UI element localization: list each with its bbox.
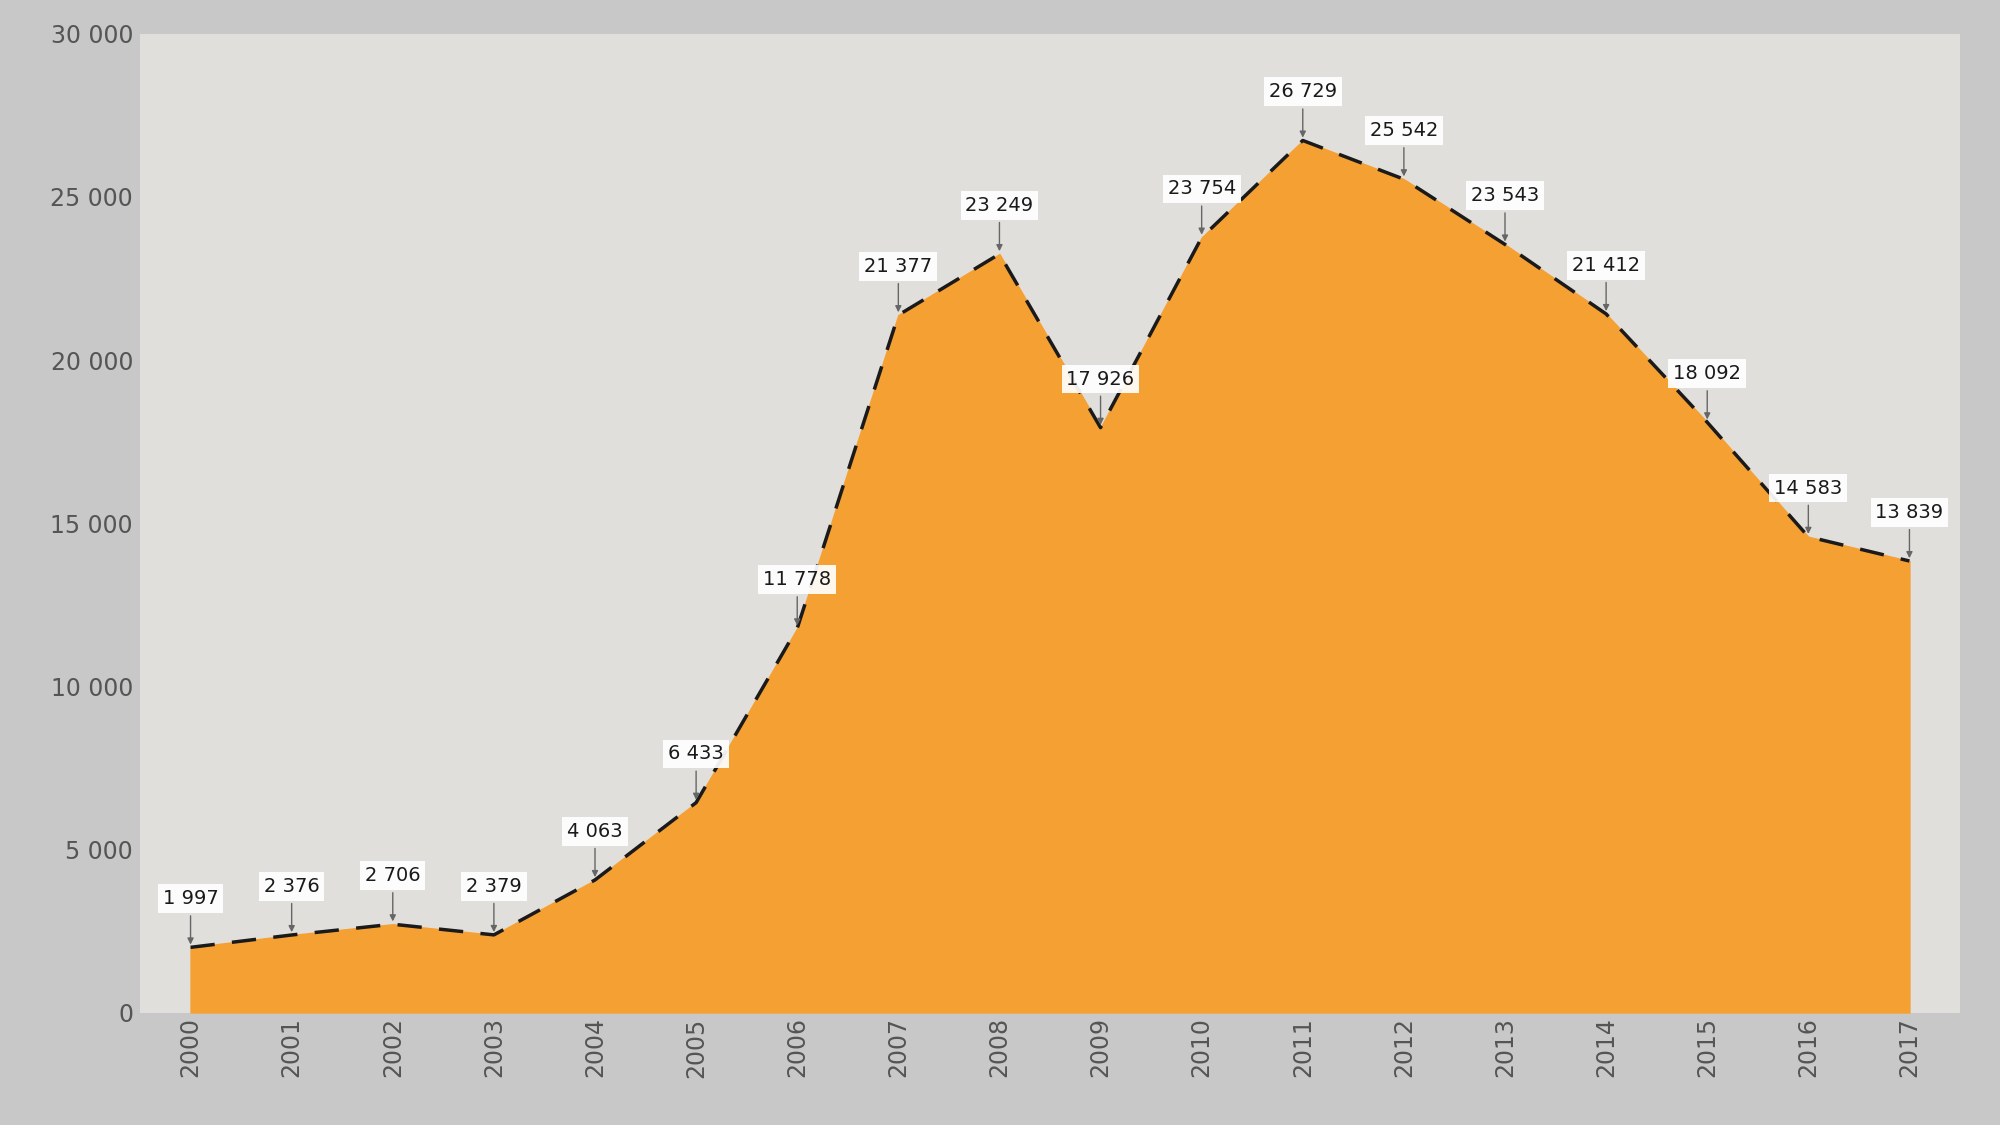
Text: 17 926: 17 926 xyxy=(1066,369,1134,423)
Text: 21 412: 21 412 xyxy=(1572,255,1640,309)
Text: 14 583: 14 583 xyxy=(1774,478,1842,532)
Text: 23 543: 23 543 xyxy=(1470,187,1540,240)
Text: 2 379: 2 379 xyxy=(466,876,522,930)
Text: 23 249: 23 249 xyxy=(966,196,1034,250)
Text: 11 778: 11 778 xyxy=(764,570,832,624)
Text: 6 433: 6 433 xyxy=(668,745,724,799)
Text: 13 839: 13 839 xyxy=(1876,503,1944,557)
Text: 2 706: 2 706 xyxy=(364,866,420,920)
Text: 2 376: 2 376 xyxy=(264,876,320,930)
Text: 18 092: 18 092 xyxy=(1674,364,1742,417)
Text: 26 729: 26 729 xyxy=(1268,82,1336,136)
Text: 4 063: 4 063 xyxy=(568,821,622,875)
Text: 1 997: 1 997 xyxy=(162,889,218,943)
Text: 21 377: 21 377 xyxy=(864,256,932,310)
Text: 23 754: 23 754 xyxy=(1168,179,1236,233)
Text: 25 542: 25 542 xyxy=(1370,122,1438,174)
